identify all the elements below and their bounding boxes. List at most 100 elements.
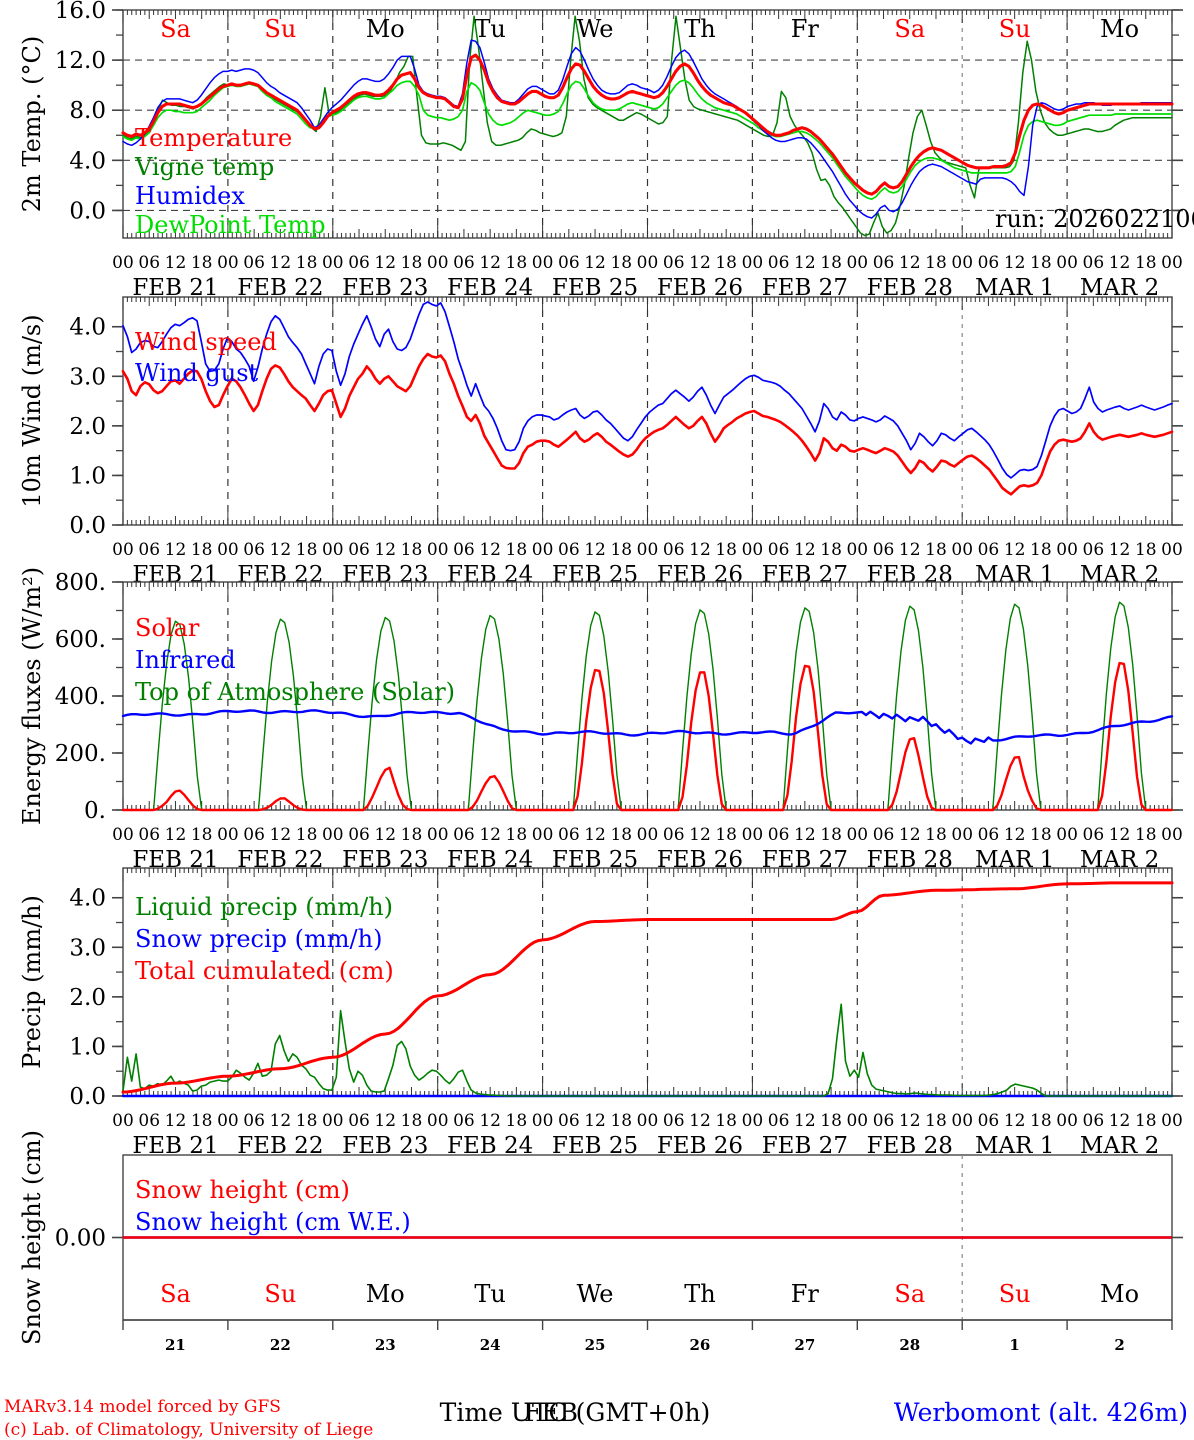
weekday-label-bottom: Sa (894, 1280, 925, 1308)
y-tick-label: 2.0 (69, 985, 106, 1011)
y-tick-label: 200. (55, 741, 106, 767)
weekday-label-bottom: Mo (1100, 1280, 1139, 1308)
hour-label: 00 (1056, 540, 1078, 560)
series-wind-gust (122, 301, 1173, 479)
hour-label: 00 (427, 253, 449, 273)
y-tick-label: 0.00 (55, 1226, 106, 1252)
hour-label: 12 (794, 825, 816, 845)
hour-label: 00 (846, 540, 868, 560)
legend-entry-1: Wind speed (135, 328, 277, 356)
bottom-day-number: 1 (1009, 1336, 1019, 1354)
bottom-day-number: 27 (794, 1336, 815, 1354)
hour-label: 06 (243, 253, 265, 273)
hour-label: 00 (112, 540, 134, 560)
bottom-day-number: 21 (165, 1336, 186, 1354)
hour-label: 00 (322, 253, 344, 273)
hour-label: 12 (374, 825, 396, 845)
hour-label: 18 (506, 825, 528, 845)
hour-label: 06 (1083, 825, 1105, 845)
credit-line-1: MARv3.14 model forced by GFS (4, 1397, 281, 1417)
hour-label: 00 (217, 825, 239, 845)
hour-label: 00 (427, 540, 449, 560)
panel-snow-height: 0.00 Snow height (cm) Snow height (cm) Snow… (18, 1130, 1183, 1354)
weekday-label-top: We (577, 15, 614, 43)
hour-label: 00 (112, 825, 134, 845)
hour-label: 18 (610, 1111, 632, 1131)
y-tick-label: 3.0 (69, 364, 106, 390)
legend-entry-3: Top of Atmosphere (Solar) (135, 678, 455, 706)
hour-label: 00 (1161, 253, 1183, 273)
hour-label: 06 (348, 1111, 370, 1131)
y-tick-label: 8.0 (69, 98, 106, 124)
hour-label: 12 (689, 1111, 711, 1131)
hour-label: 18 (1030, 1111, 1052, 1131)
weekday-label-top: Sa (894, 15, 925, 43)
series-wind-speed (121, 352, 1174, 496)
hour-label: 06 (558, 253, 580, 273)
hour-label: 00 (427, 1111, 449, 1131)
hour-label: 12 (270, 540, 292, 560)
hour-label: 06 (348, 253, 370, 273)
time-axis-label: Time UTC (GMT+0h) (440, 1398, 711, 1427)
hour-label: 06 (663, 825, 685, 845)
hour-label: 06 (768, 1111, 790, 1131)
hour-label: 12 (794, 253, 816, 273)
hour-label: 18 (296, 825, 318, 845)
hour-label: 12 (689, 540, 711, 560)
hour-label: 06 (453, 825, 475, 845)
hour-label: 00 (217, 540, 239, 560)
hour-label: 12 (1109, 540, 1131, 560)
weekday-label-top: Su (264, 15, 296, 43)
hour-label: 06 (768, 540, 790, 560)
hour-label: 18 (1135, 253, 1157, 273)
hour-label: 06 (1083, 253, 1105, 273)
hour-label: 00 (1161, 825, 1183, 845)
panel-energy-fluxes: 0. 200. 400. 600. 800. Energy fluxes (W/m²) 00… (18, 567, 1183, 873)
y-axis-label: Energy fluxes (W/m²) (18, 567, 46, 825)
hour-label: 06 (348, 825, 370, 845)
hour-label: 18 (820, 1111, 842, 1131)
y-tick-label: 0.0 (69, 198, 106, 224)
hour-label: 18 (401, 253, 423, 273)
hour-label: 12 (689, 253, 711, 273)
bottom-day-number: 23 (375, 1336, 396, 1354)
hour-label: 18 (401, 825, 423, 845)
weekday-label-top: Sa (160, 15, 191, 43)
hour-label: 00 (532, 825, 554, 845)
hour-label: 18 (715, 825, 737, 845)
hour-label: 12 (479, 540, 501, 560)
station-label: Werbomont (alt. 426m) (894, 1398, 1188, 1427)
hour-label: 06 (243, 1111, 265, 1131)
hour-label: 06 (348, 540, 370, 560)
hour-label: 00 (637, 253, 659, 273)
hour-label: 12 (689, 825, 711, 845)
hour-label: 06 (978, 1111, 1000, 1131)
y-tick-label: 1.0 (69, 463, 106, 489)
legend-entry-2: Vigne temp (134, 153, 274, 181)
bottom-day-number: 2 (1114, 1336, 1124, 1354)
hour-label: 18 (506, 1111, 528, 1131)
hour-label: 06 (558, 1111, 580, 1131)
series-infrared (121, 709, 1174, 745)
hour-label: 12 (584, 253, 606, 273)
legend-entry-1: Solar (135, 614, 200, 642)
hour-label: 00 (532, 253, 554, 273)
hour-label: 12 (165, 1111, 187, 1131)
hour-label: 00 (637, 825, 659, 845)
series-liquid-precip (122, 1003, 1173, 1097)
hour-label: 06 (663, 253, 685, 273)
hour-label: 18 (191, 1111, 213, 1131)
weekday-label-top: Mo (1100, 15, 1139, 43)
hour-label: 12 (1004, 825, 1026, 845)
hour-label: 00 (637, 1111, 659, 1131)
hour-label: 00 (951, 1111, 973, 1131)
hour-label: 12 (899, 540, 921, 560)
hour-label: 06 (138, 1111, 160, 1131)
hour-label: 00 (742, 1111, 764, 1131)
hour-label: 00 (951, 253, 973, 273)
hour-label: 18 (296, 540, 318, 560)
y-tick-label: 800. (55, 570, 106, 596)
time-axis-overlap-label: FEB (524, 1398, 578, 1427)
